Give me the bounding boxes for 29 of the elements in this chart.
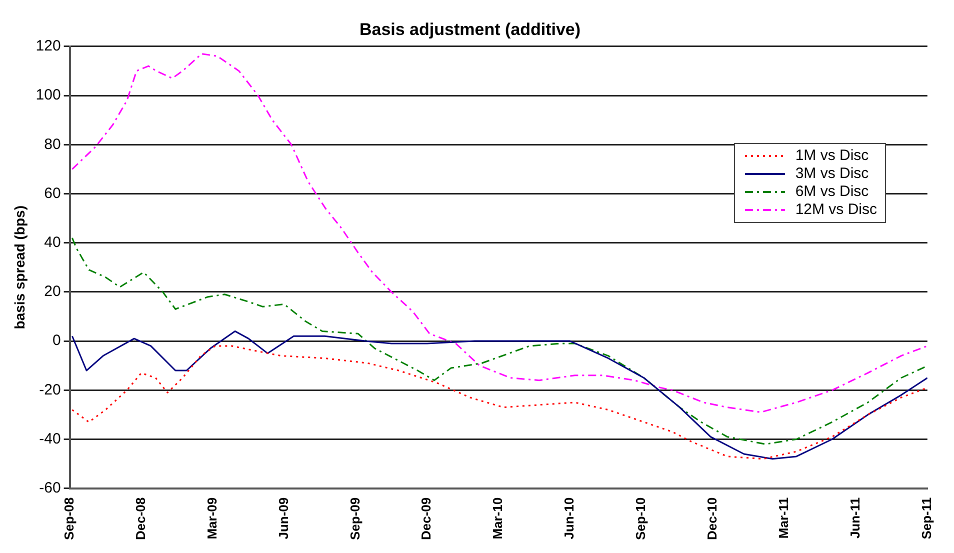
y-tick-label: -40 xyxy=(39,430,61,448)
legend-label: 6M vs Disc xyxy=(795,183,869,201)
x-tick-label: Jun-11 xyxy=(848,497,863,539)
y-tick-label: 20 xyxy=(44,283,61,300)
x-tick-label: Mar-11 xyxy=(776,497,792,539)
x-tick-label: Jun-10 xyxy=(562,497,577,540)
y-tick-label: 0 xyxy=(52,332,61,350)
x-tick-label: Mar-10 xyxy=(490,497,506,540)
y-tick-label: 80 xyxy=(44,136,61,153)
y-axis-title: basis spread (bps) xyxy=(11,206,28,330)
y-tick-label: 120 xyxy=(36,38,61,55)
chart-title: Basis adjustment (additive) xyxy=(359,20,581,39)
legend-label: 3M vs Disc xyxy=(795,165,869,183)
x-tick-label: Sep-11 xyxy=(918,497,934,540)
y-tick-label: 100 xyxy=(36,86,61,104)
x-tick-label: Dec-08 xyxy=(132,497,148,540)
legend-label: 1M vs Disc xyxy=(795,147,869,165)
legend-label: 12M vs Disc xyxy=(795,201,877,219)
x-tick-label: Dec-09 xyxy=(418,497,434,540)
y-tick-label: -60 xyxy=(39,480,61,497)
x-tick-label: Sep-08 xyxy=(61,497,76,540)
y-tick-label: 60 xyxy=(44,184,61,202)
x-tick-label: Mar-09 xyxy=(204,497,220,540)
x-tick-label: Dec-10 xyxy=(704,497,720,540)
x-tick-label: Sep-10 xyxy=(633,497,648,540)
x-tick-label: Jun-09 xyxy=(276,497,291,540)
y-tick-label: -20 xyxy=(39,381,61,398)
y-tick-label: 40 xyxy=(44,234,61,251)
x-tick-label: Sep-09 xyxy=(347,497,362,540)
